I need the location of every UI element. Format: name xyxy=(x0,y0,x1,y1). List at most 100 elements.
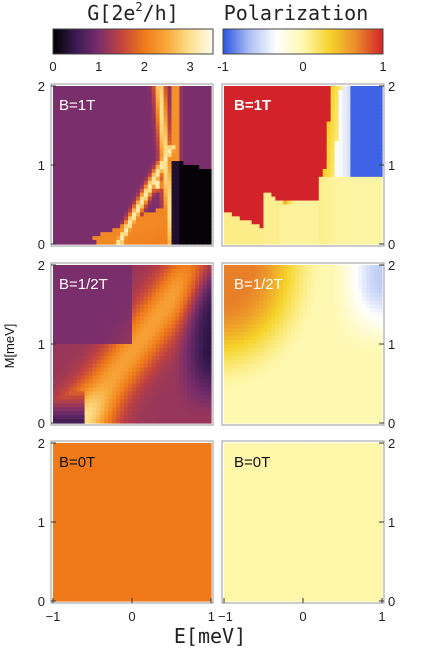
heatmap-cell xyxy=(88,176,94,182)
heatmap-cell xyxy=(330,101,336,107)
heatmap-cell xyxy=(53,403,58,408)
heatmap-cell xyxy=(163,149,169,154)
heatmap-cell xyxy=(374,172,379,178)
heatmap-cell xyxy=(362,157,367,162)
heatmap-cell xyxy=(116,184,121,190)
heatmap-cell xyxy=(231,359,237,365)
heatmap-cell xyxy=(358,216,363,221)
heatmap-cell xyxy=(191,153,196,158)
heatmap-cell xyxy=(231,232,237,237)
heatmap-cell xyxy=(60,355,66,361)
heatmap-cell xyxy=(203,399,208,404)
heatmap-cell xyxy=(330,212,336,217)
heatmap-cell xyxy=(135,137,141,142)
heatmap-cell xyxy=(88,276,94,282)
heatmap-cell xyxy=(128,320,133,325)
heatmap-cell xyxy=(310,192,316,198)
heatmap-cell xyxy=(247,228,253,233)
heatmap-cell xyxy=(108,216,113,221)
heatmap-cell xyxy=(187,265,192,270)
heatmap-cell xyxy=(283,168,288,174)
heatmap-cell xyxy=(175,228,180,233)
heatmap-cell xyxy=(366,137,371,142)
heatmap-cell xyxy=(128,93,133,99)
heatmap-cell xyxy=(151,328,157,333)
heatmap-cell xyxy=(175,137,180,142)
heatmap-cell xyxy=(139,93,145,99)
heatmap-cell xyxy=(56,419,62,424)
heatmap-cell xyxy=(155,125,161,131)
heatmap-cell xyxy=(187,141,192,146)
heatmap-cell xyxy=(283,224,288,229)
heatmap-cell xyxy=(271,216,276,221)
heatmap-cell xyxy=(191,188,196,194)
heatmap-cell xyxy=(203,415,208,420)
heatmap-cell xyxy=(151,403,157,408)
heatmap-cell xyxy=(175,351,180,357)
heatmap-cell xyxy=(187,387,192,392)
heatmap-cell xyxy=(191,347,196,353)
heatmap-cell xyxy=(53,133,58,138)
heatmap-cell xyxy=(231,355,237,361)
heatmap-cell xyxy=(354,192,359,198)
heatmap-cell xyxy=(139,308,145,313)
heatmap-cell xyxy=(120,272,125,278)
heatmap-cell xyxy=(104,137,109,142)
heatmap-cell xyxy=(76,415,82,420)
heatmap-cell xyxy=(271,137,276,142)
heatmap-cell xyxy=(163,387,169,392)
heatmap-cell xyxy=(96,97,101,103)
heatmap-cell xyxy=(227,328,233,333)
heatmap-cell xyxy=(224,153,229,158)
heatmap-cell xyxy=(132,387,137,392)
heatmap-cell xyxy=(53,153,58,158)
heatmap-cell xyxy=(239,200,245,206)
heatmap-cell xyxy=(378,228,383,233)
heatmap-cell xyxy=(342,200,348,206)
heatmap-cell xyxy=(334,157,340,162)
heatmap-cell xyxy=(167,240,173,245)
heatmap-cell xyxy=(330,97,336,103)
heatmap-cell xyxy=(279,176,284,182)
heatmap-cell xyxy=(108,204,113,210)
heatmap-cell xyxy=(199,328,204,333)
heatmap-cell xyxy=(100,176,105,182)
heatmap-cell xyxy=(199,216,204,221)
heatmap-cell xyxy=(112,168,117,174)
heatmap-cell xyxy=(96,347,101,353)
heatmap-cell xyxy=(191,113,196,119)
heatmap-cell xyxy=(151,89,157,95)
heatmap-cell xyxy=(374,125,379,131)
heatmap-cell xyxy=(195,312,200,317)
heatmap-cell xyxy=(167,129,173,134)
heatmap-cell xyxy=(76,320,82,325)
heatmap-cell xyxy=(207,176,212,182)
heatmap-cell xyxy=(231,141,237,146)
heatmap-cell xyxy=(179,296,184,302)
heatmap-cell xyxy=(227,188,233,194)
heatmap-cell xyxy=(132,121,137,127)
heatmap-cell xyxy=(143,86,149,91)
heatmap-cell xyxy=(159,86,165,91)
heatmap-cell xyxy=(116,133,121,138)
heatmap-cell xyxy=(159,391,165,396)
heatmap-cell xyxy=(259,157,265,162)
heatmap-cell xyxy=(362,137,367,142)
heatmap-cell xyxy=(100,208,105,213)
heatmap-cell xyxy=(155,351,161,357)
heatmap-cell xyxy=(183,296,188,302)
heatmap-cell xyxy=(171,344,177,349)
heatmap-cell xyxy=(263,121,269,127)
heatmap-cell xyxy=(330,109,336,115)
heatmap-cell xyxy=(132,161,137,166)
heatmap-cell xyxy=(183,121,188,127)
heatmap-cell xyxy=(143,224,149,229)
heatmap-cell xyxy=(231,340,237,345)
heatmap-cell xyxy=(112,224,117,229)
heatmap-cell xyxy=(112,236,117,241)
heatmap-cell xyxy=(195,184,200,190)
heatmap-cell xyxy=(104,113,109,119)
heatmap-cell xyxy=(104,196,109,202)
heatmap-cell xyxy=(68,265,74,270)
heatmap-cell xyxy=(203,391,208,396)
